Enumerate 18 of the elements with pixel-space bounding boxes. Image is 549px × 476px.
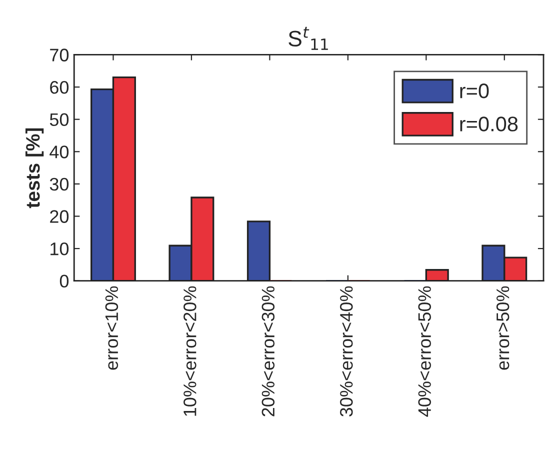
x-tick-label: error<10% <box>105 286 118 370</box>
x-tick-label: 10%<error<20% <box>184 286 196 416</box>
y-axis-title: tests [%] <box>25 128 44 208</box>
x-tick-label: 20%<error<30% <box>262 286 275 416</box>
x-tick-label: error>50% <box>496 286 510 370</box>
y-tick-label: 50 <box>50 113 69 126</box>
x-tick-label: 30%<error<40% <box>340 286 353 416</box>
y-tick-label: 40 <box>50 146 69 158</box>
legend-label: r=0 <box>460 84 489 98</box>
y-tick-label: 30 <box>50 178 69 191</box>
x-tick-label: 40%<error<50% <box>418 286 432 417</box>
y-tick-label: 10 <box>50 242 69 256</box>
legend-label: r=0.08 <box>460 116 518 132</box>
y-tick-label: 70 <box>50 48 69 62</box>
y-tick-label: 60 <box>50 80 69 94</box>
y-tick-label: 20 <box>50 210 69 223</box>
chart-title: S$^{t}$$_{11}$ <box>288 26 328 50</box>
y-tick-label: 0 <box>60 274 69 288</box>
